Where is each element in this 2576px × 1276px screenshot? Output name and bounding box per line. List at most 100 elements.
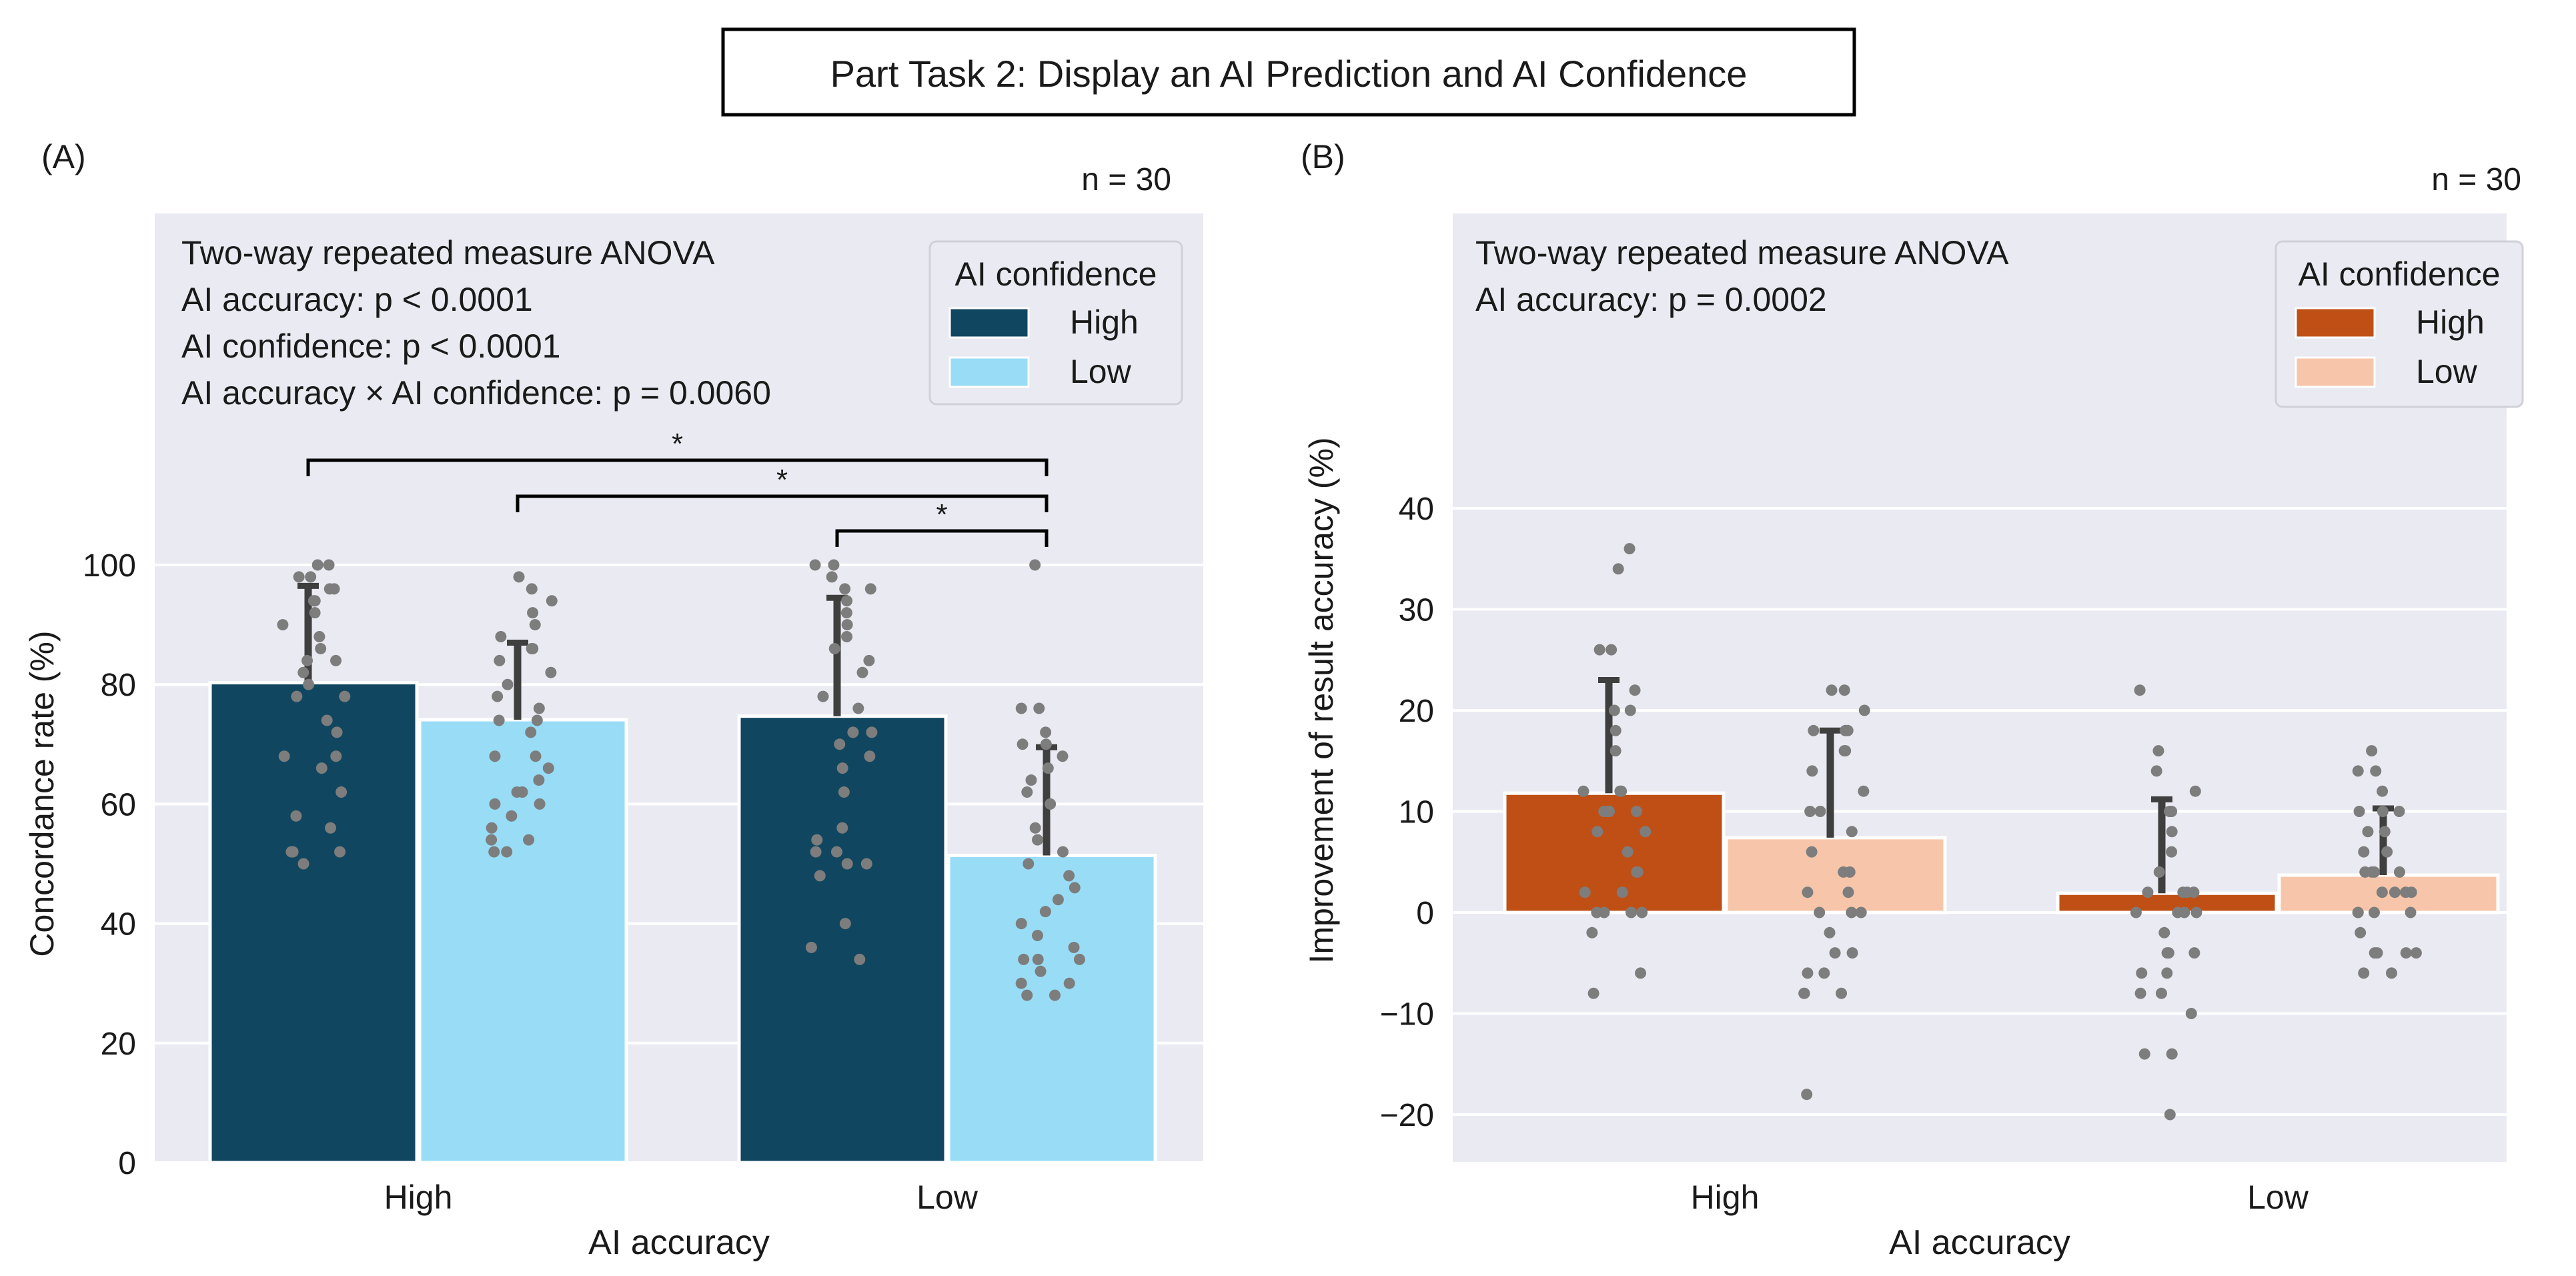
n-label: n = 30 (1081, 162, 1171, 197)
data-point (1612, 563, 1624, 575)
data-point (1824, 926, 1836, 938)
data-point (1808, 724, 1820, 736)
data-point (1616, 886, 1628, 898)
data-point (1846, 826, 1858, 838)
data-point (2164, 1109, 2176, 1121)
data-point (854, 953, 866, 965)
data-point (2353, 806, 2365, 817)
data-point (493, 714, 505, 726)
data-point (290, 810, 302, 822)
data-point (1624, 704, 1636, 716)
data-point (1814, 806, 1826, 817)
data-point (1806, 846, 1818, 858)
annotation-line: AI confidence: p < 0.0001 (181, 328, 560, 365)
y-tick-label: 10 (1399, 795, 1434, 830)
data-point (489, 750, 501, 762)
annotation-line: AI accuracy: p = 0.0002 (1475, 281, 1827, 318)
data-point (1798, 987, 1810, 999)
data-point (1042, 762, 1054, 774)
data-point (828, 559, 840, 571)
data-point (2362, 826, 2374, 838)
data-point (2165, 806, 2177, 817)
data-point (486, 822, 498, 834)
data-point (826, 571, 838, 583)
annotation-line: AI accuracy × AI confidence: p = 0.0060 (181, 374, 771, 412)
data-point (1015, 918, 1027, 930)
data-point (1029, 822, 1041, 834)
data-point (814, 870, 826, 882)
data-point (2166, 826, 2178, 838)
data-point (1025, 774, 1037, 786)
panel-label: (B) (1301, 138, 1345, 175)
data-point (513, 571, 525, 583)
data-point (2381, 846, 2393, 858)
significance-bracket (306, 458, 1049, 476)
bar-low-high (1724, 836, 1947, 914)
bar-high-high (208, 681, 419, 1165)
y-tick-label: 0 (1416, 896, 1434, 931)
data-point (1858, 785, 1870, 797)
data-point (1829, 947, 1841, 959)
significance-bracket (835, 529, 1049, 547)
data-point (863, 654, 875, 666)
data-point (828, 642, 840, 654)
data-point (1836, 987, 1848, 999)
data-point (2379, 826, 2391, 838)
data-point (1586, 926, 1598, 938)
data-point (1023, 858, 1035, 870)
y-tick-label: 20 (101, 1027, 136, 1062)
data-point (501, 846, 513, 858)
data-point (1029, 559, 1041, 571)
data-point (330, 750, 342, 762)
annotation-line: Two-way repeated measure ANOVA (1475, 234, 2009, 271)
data-point (339, 690, 351, 702)
data-point (1636, 906, 1648, 918)
data-point (506, 810, 518, 822)
data-point (2352, 765, 2364, 777)
data-point (2162, 947, 2174, 959)
panel-a-chart: 0 20 40 60 80 100 (A) n = 30 Concordance rate (%… (23, 138, 1203, 1262)
data-point (1021, 786, 1033, 798)
data-point (2158, 926, 2170, 938)
annotation-line: Two-way repeated measure ANOVA (181, 234, 715, 271)
data-point (530, 750, 542, 762)
data-point (1802, 967, 1814, 979)
data-point (1031, 834, 1043, 846)
data-point (860, 858, 872, 870)
significance-star: * (776, 464, 788, 496)
data-point (2405, 886, 2417, 898)
significance-star: * (936, 498, 947, 531)
data-point (1039, 906, 1051, 918)
data-point (2385, 967, 2397, 979)
data-point (2393, 866, 2405, 878)
bar-high-low (2056, 891, 2279, 914)
data-point (1629, 684, 1641, 696)
data-point (839, 583, 851, 595)
data-point (864, 750, 876, 762)
data-point (305, 571, 317, 583)
panel-label: (A) (41, 138, 86, 175)
data-point (2393, 806, 2405, 817)
data-point (1840, 745, 1852, 757)
data-point (2359, 866, 2371, 878)
data-point (334, 846, 346, 858)
data-point (805, 941, 817, 953)
y-tick-label: 20 (1399, 694, 1434, 729)
data-point (1846, 947, 1858, 959)
data-point (1842, 886, 1854, 898)
data-point (1598, 906, 1610, 918)
data-point (297, 666, 309, 678)
y-tick-label: 100 (83, 548, 136, 584)
data-point (839, 918, 851, 930)
data-point (2185, 1008, 2197, 1019)
data-point (1045, 798, 1057, 810)
figure-title: Part Task 2: Display an AI Prediction an… (830, 53, 1748, 95)
data-point (847, 726, 859, 738)
data-point (840, 607, 852, 619)
data-point (494, 654, 506, 666)
data-point (315, 762, 328, 774)
data-point (2368, 866, 2380, 878)
y-tick-label: 0 (118, 1146, 136, 1181)
data-point (866, 726, 878, 738)
data-point (311, 559, 324, 571)
